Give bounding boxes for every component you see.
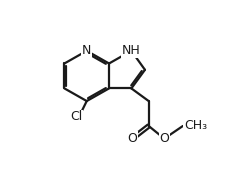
Text: NH: NH <box>122 44 141 57</box>
Text: Cl: Cl <box>70 110 83 123</box>
Text: O: O <box>127 132 137 145</box>
Text: N: N <box>82 44 91 57</box>
Text: O: O <box>159 132 169 145</box>
Text: CH₃: CH₃ <box>184 119 207 132</box>
